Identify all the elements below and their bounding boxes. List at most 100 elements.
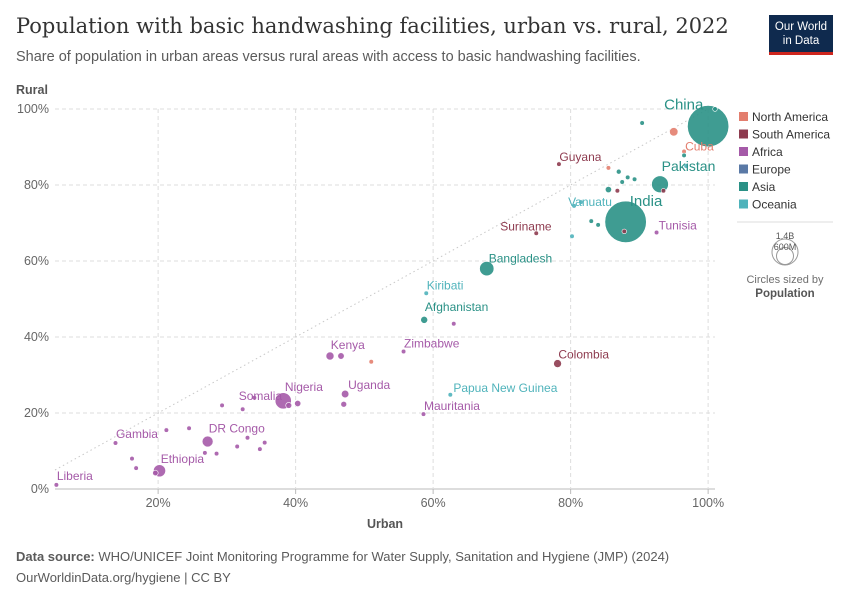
x-tick-label: 60% [421, 496, 446, 510]
data-point [451, 321, 457, 327]
label-india: India [630, 193, 663, 210]
data-point [337, 352, 345, 360]
reference-diagonal [54, 108, 709, 471]
label-vanuatu: Vanuatu [568, 195, 612, 209]
label-suriname: Suriname [500, 219, 552, 233]
point-afghanistan [420, 316, 429, 324]
legend-label: Europe [752, 163, 791, 177]
label-colombia: Colombia [558, 348, 609, 362]
legend-label: Africa [752, 145, 783, 159]
point-dr-congo [201, 435, 214, 448]
data-point [262, 440, 268, 446]
legend-swatch [739, 129, 748, 139]
label-uganda: Uganda [348, 378, 390, 392]
data-point [219, 402, 225, 409]
label-nigeria: Nigeria [285, 380, 323, 394]
source-label: Data source: [16, 549, 95, 564]
y-tick-label: 100% [17, 102, 49, 116]
point-tunisia [653, 229, 660, 236]
legend-label: South America [752, 128, 830, 142]
label-cuba: Cuba [685, 140, 714, 154]
data-point [368, 359, 374, 365]
point-india [604, 200, 647, 243]
url-line[interactable]: OurWorldinData.org/hygiene | CC BY [16, 570, 231, 585]
label-kenya: Kenya [331, 338, 365, 352]
data-point [294, 400, 302, 407]
data-point [340, 400, 348, 408]
data-point [285, 402, 293, 409]
size-legend-large-label: 1.4B [776, 231, 795, 241]
source-line: Data source: WHO/UNICEF Joint Monitoring… [16, 549, 669, 564]
data-point [578, 199, 584, 205]
data-point [619, 179, 625, 185]
data-point [669, 127, 679, 137]
y-axis-title: Rural [16, 83, 48, 97]
source-text: WHO/UNICEF Joint Monitoring Programme fo… [98, 549, 670, 564]
size-legend-caption-bold: Population [755, 288, 814, 300]
data-point [186, 425, 192, 431]
legend-swatch [739, 182, 748, 191]
point-papua-new-guinea [447, 392, 453, 398]
legend-item-africa[interactable]: Africa [739, 145, 783, 159]
data-point [621, 228, 627, 234]
legend-item-north-america[interactable]: North America [739, 110, 828, 124]
data-point [244, 435, 251, 441]
y-tick-label: 60% [24, 254, 49, 268]
data-point [588, 218, 594, 224]
y-tick-label: 80% [24, 178, 49, 192]
legend-swatch [739, 112, 748, 121]
point-liberia [53, 482, 59, 488]
label-mauritania: Mauritania [424, 399, 480, 413]
legend-label: Asia [752, 180, 776, 194]
size-legend-small-circle [776, 247, 794, 265]
data-point [251, 395, 257, 401]
y-tick-label: 0% [31, 482, 49, 496]
owid-logo[interactable]: Our World in Data [769, 15, 833, 55]
data-point [605, 165, 612, 171]
label-gambia: Gambia [116, 427, 158, 441]
data-point [604, 186, 612, 194]
label-somalia: Somalia [239, 389, 283, 403]
data-point [614, 188, 620, 194]
legend-item-south-america[interactable]: South America [739, 128, 830, 142]
label-tunisia: Tunisia [659, 219, 698, 233]
y-tick-label: 20% [24, 406, 49, 420]
legend-item-europe[interactable]: Europe [739, 163, 791, 177]
legend-label: Oceania [752, 198, 797, 212]
label-dr-congo: DR Congo [209, 422, 265, 436]
data-point [152, 469, 159, 477]
point-colombia [553, 359, 562, 368]
legend-label: North America [752, 110, 828, 124]
x-axis-title: Urban [367, 517, 403, 531]
point-suriname [533, 230, 539, 236]
data-point [129, 456, 135, 462]
point-zimbabwe [400, 348, 407, 355]
label-china: China [664, 96, 704, 113]
y-tick-label: 40% [24, 330, 49, 344]
x-tick-label: 40% [283, 496, 308, 510]
data-point [163, 427, 169, 433]
label-kiribati: Kiribati [427, 278, 464, 292]
point-guyana [556, 161, 562, 167]
data-point [202, 450, 208, 456]
data-point [631, 176, 638, 182]
legend-item-asia[interactable]: Asia [739, 180, 776, 194]
point-kiribati [423, 290, 429, 296]
label-afghanistan: Afghanistan [425, 300, 488, 314]
label-pakistan: Pakistan [662, 158, 716, 174]
x-tick-label: 80% [558, 496, 583, 510]
legend-swatch [739, 147, 748, 156]
data-point [569, 233, 575, 239]
label-guyana: Guyana [559, 150, 601, 164]
x-tick-label: 20% [146, 496, 171, 510]
point-bangladesh [479, 261, 495, 277]
point-kenya [325, 351, 335, 361]
label-papua-new-guinea: Papua New Guinea [453, 381, 557, 395]
data-point [213, 451, 220, 457]
point-china [687, 105, 730, 148]
data-point [595, 222, 601, 228]
legend-item-oceania[interactable]: Oceania [739, 198, 797, 212]
point-somalia [240, 406, 246, 412]
label-ethiopia: Ethiopia [161, 452, 205, 466]
